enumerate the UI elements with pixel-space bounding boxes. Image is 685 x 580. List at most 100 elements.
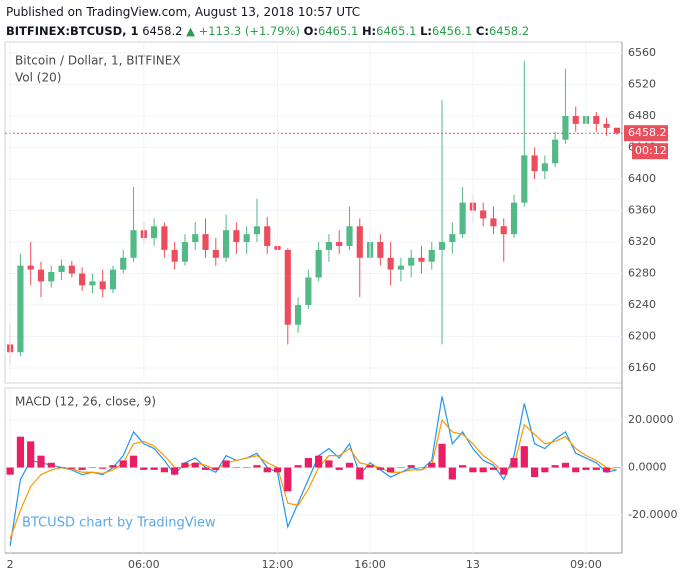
histogram-bar <box>551 465 559 468</box>
y-tick-label: 6240 <box>628 298 656 311</box>
histogram-bar <box>263 467 271 473</box>
watermark: BTCUSD chart by TradingView <box>22 516 216 531</box>
histogram-bar <box>541 467 549 473</box>
histogram-bar <box>397 467 405 469</box>
c: 6458.2 <box>488 24 530 38</box>
o-label: O: <box>303 24 319 38</box>
histogram-bar <box>510 458 518 468</box>
candle-body <box>264 226 271 246</box>
candle-body <box>593 116 600 124</box>
histogram-bar <box>284 467 292 492</box>
price-pane <box>4 41 623 384</box>
candle-body <box>171 249 178 262</box>
candle-body <box>27 265 34 270</box>
histogram-bar <box>592 467 600 470</box>
candle-body <box>109 269 117 290</box>
histogram-bar <box>428 462 436 468</box>
candle-body <box>572 116 579 124</box>
candle-body <box>58 265 65 272</box>
candle-body <box>613 127 620 134</box>
y-tick-label: 6280 <box>628 267 656 280</box>
x-tick-label: 09:00 <box>570 558 602 571</box>
x-tick-label: 12:00 <box>262 558 294 571</box>
histogram-bar <box>273 467 282 473</box>
macd-line <box>9 396 617 546</box>
pane-title: Bitcoin / Dollar, 1, BITFINEX <box>15 54 181 68</box>
candle-body <box>151 226 158 239</box>
histogram-bar <box>376 467 384 470</box>
histogram-bar <box>119 460 127 468</box>
candle-body <box>346 226 353 246</box>
last: 6458.2 <box>142 24 183 38</box>
h: 6465.1 <box>376 24 417 38</box>
histogram-bar <box>304 458 312 468</box>
published: Published on TradingView.com, August 13,… <box>6 5 361 19</box>
candle-body <box>79 273 86 286</box>
histogram-bar <box>150 467 158 470</box>
histogram-bar <box>181 462 189 468</box>
l: 6456.1 <box>432 24 473 38</box>
histogram-bar <box>407 465 415 468</box>
countdown-badge <box>632 143 668 160</box>
l-label: L: <box>420 24 433 38</box>
candle-body <box>438 242 446 250</box>
countdown-label: 00:12 <box>635 144 667 157</box>
histogram-bar <box>582 467 590 470</box>
histogram-bar <box>160 467 168 473</box>
candle-body <box>192 234 199 243</box>
candle-body <box>387 257 394 270</box>
histogram-bar <box>243 467 251 469</box>
histogram-bar <box>212 467 220 470</box>
c-label: C: <box>475 24 489 38</box>
candle-body <box>500 226 507 235</box>
quote-line: BITFINEX:BTCUSD, 1 6458.2 ▲ +113.3 (+1.7… <box>6 22 529 41</box>
histogram-bar <box>459 465 467 468</box>
y-tick-label: 6200 <box>628 330 656 343</box>
histogram-bar <box>99 467 107 469</box>
candle-body <box>356 226 363 258</box>
candle-body <box>130 230 137 258</box>
y-tick-label: 6160 <box>628 361 656 374</box>
last-price-label: 6458.2 <box>628 126 667 139</box>
histogram-bar <box>602 467 611 473</box>
histogram-bar <box>356 467 364 480</box>
candle-body <box>17 265 24 353</box>
candle-body <box>37 269 45 282</box>
histogram-bar <box>232 467 240 469</box>
histogram-bar <box>68 467 76 469</box>
candle-body <box>490 218 497 227</box>
candle-body <box>510 202 518 235</box>
histogram-bar <box>345 462 354 468</box>
histogram-bar <box>47 462 55 468</box>
histogram-bar <box>27 441 35 468</box>
histogram-bar <box>171 467 179 475</box>
candle-body <box>243 234 250 243</box>
x-tick-label: 2 <box>7 558 14 571</box>
y-tick-label: 6360 <box>628 204 656 217</box>
symbol: BITFINEX:BTCUSD, 1 <box>6 24 139 38</box>
candle-body <box>449 234 456 243</box>
candle-body <box>541 163 548 172</box>
y-tick-label: 6320 <box>628 235 656 248</box>
histogram-bar <box>500 467 508 475</box>
last-price-badge <box>624 125 668 142</box>
x-tick-label: 16:00 <box>354 558 386 571</box>
y-tick-label: 6480 <box>628 109 656 122</box>
candle-body <box>284 249 291 325</box>
y-tick-label: 20.0000 <box>628 413 674 426</box>
histogram-bar <box>417 467 426 469</box>
candle-body <box>603 123 610 128</box>
histogram-bar <box>37 455 45 468</box>
histogram-bar <box>530 467 539 478</box>
histogram-bar <box>387 467 395 473</box>
candle-body <box>325 242 333 250</box>
histogram-bar <box>489 467 498 470</box>
histogram-bar <box>366 465 374 468</box>
candle-body <box>377 242 384 258</box>
candle-body <box>418 257 425 262</box>
y-tick-label: -20.0000 <box>628 508 677 521</box>
o: 6465.1 <box>318 24 359 38</box>
candle-body <box>89 281 96 286</box>
